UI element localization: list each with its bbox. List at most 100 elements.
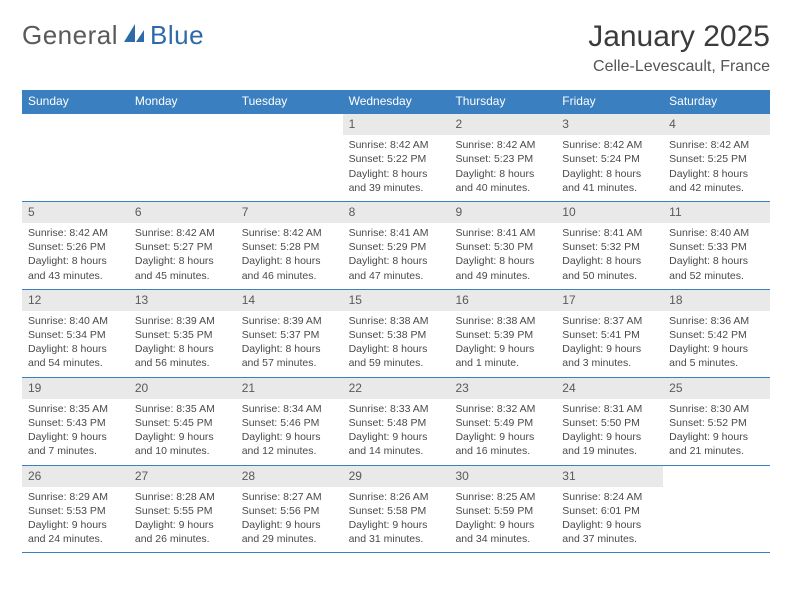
sunrise-label: Sunrise: 8:41 AM xyxy=(349,226,444,240)
day-number: 10 xyxy=(556,202,663,223)
calendar-weeks: 1Sunrise: 8:42 AMSunset: 5:22 PMDaylight… xyxy=(22,113,770,553)
sunrise-label: Sunrise: 8:37 AM xyxy=(562,314,657,328)
daylight-label: Daylight: 8 hours xyxy=(349,254,444,268)
sunrise-label: Sunrise: 8:39 AM xyxy=(242,314,337,328)
daylight-label: Daylight: 9 hours xyxy=(242,430,337,444)
logo-text-right: Blue xyxy=(150,20,204,51)
sunset-label: Sunset: 5:55 PM xyxy=(135,504,230,518)
day-body: Sunrise: 8:42 AMSunset: 5:23 PMDaylight:… xyxy=(449,138,556,195)
day-cell: 29Sunrise: 8:26 AMSunset: 5:58 PMDayligh… xyxy=(343,466,450,553)
daylight-label: and 59 minutes. xyxy=(349,356,444,370)
day-number: 3 xyxy=(556,114,663,135)
sunset-label: Sunset: 5:43 PM xyxy=(28,416,123,430)
day-number: 23 xyxy=(449,378,556,399)
sunset-label: Sunset: 5:56 PM xyxy=(242,504,337,518)
day-number: 14 xyxy=(236,290,343,311)
day-number: 31 xyxy=(556,466,663,487)
daylight-label: and 3 minutes. xyxy=(562,356,657,370)
day-number: 7 xyxy=(236,202,343,223)
daylight-label: and 14 minutes. xyxy=(349,444,444,458)
daylight-label: and 49 minutes. xyxy=(455,269,550,283)
day-number: 29 xyxy=(343,466,450,487)
daylight-label: and 24 minutes. xyxy=(28,532,123,546)
day-cell: 22Sunrise: 8:33 AMSunset: 5:48 PMDayligh… xyxy=(343,378,450,465)
day-cell: 28Sunrise: 8:27 AMSunset: 5:56 PMDayligh… xyxy=(236,466,343,553)
sunrise-label: Sunrise: 8:42 AM xyxy=(455,138,550,152)
day-body: Sunrise: 8:29 AMSunset: 5:53 PMDaylight:… xyxy=(22,490,129,547)
sunrise-label: Sunrise: 8:39 AM xyxy=(135,314,230,328)
day-body: Sunrise: 8:25 AMSunset: 5:59 PMDaylight:… xyxy=(449,490,556,547)
day-number: 11 xyxy=(663,202,770,223)
day-number: 30 xyxy=(449,466,556,487)
daylight-label: and 26 minutes. xyxy=(135,532,230,546)
daylight-label: Daylight: 8 hours xyxy=(349,342,444,356)
day-body: Sunrise: 8:42 AMSunset: 5:25 PMDaylight:… xyxy=(663,138,770,195)
sunset-label: Sunset: 5:46 PM xyxy=(242,416,337,430)
day-number: 24 xyxy=(556,378,663,399)
daylight-label: Daylight: 8 hours xyxy=(455,167,550,181)
sunset-label: Sunset: 5:37 PM xyxy=(242,328,337,342)
sunrise-label: Sunrise: 8:38 AM xyxy=(349,314,444,328)
calendar-week: 12Sunrise: 8:40 AMSunset: 5:34 PMDayligh… xyxy=(22,290,770,378)
sunrise-label: Sunrise: 8:26 AM xyxy=(349,490,444,504)
sunrise-label: Sunrise: 8:24 AM xyxy=(562,490,657,504)
daylight-label: and 41 minutes. xyxy=(562,181,657,195)
daylight-label: and 45 minutes. xyxy=(135,269,230,283)
sunrise-label: Sunrise: 8:42 AM xyxy=(135,226,230,240)
daylight-label: and 16 minutes. xyxy=(455,444,550,458)
sunrise-label: Sunrise: 8:41 AM xyxy=(455,226,550,240)
day-number: 17 xyxy=(556,290,663,311)
day-cell: 30 Sunrise: 8:25 AMSunset: 5:59 PMDayligh… xyxy=(449,466,556,553)
daylight-label: and 34 minutes. xyxy=(455,532,550,546)
location-label: Celle-Levescault, France xyxy=(588,58,770,76)
daylight-label: and 7 minutes. xyxy=(28,444,123,458)
calendar-week: 5Sunrise: 8:42 AMSunset: 5:26 PMDaylight… xyxy=(22,202,770,290)
day-cell: 5Sunrise: 8:42 AMSunset: 5:26 PMDaylight… xyxy=(22,202,129,289)
day-number: 27 xyxy=(129,466,236,487)
day-cell: 27Sunrise: 8:28 AMSunset: 5:55 PMDayligh… xyxy=(129,466,236,553)
day-cell: 2 Sunrise: 8:42 AMSunset: 5:23 PMDaylight… xyxy=(449,114,556,201)
day-number: 2 xyxy=(449,114,556,135)
day-cell: 9Sunrise: 8:41 AMSunset: 5:30 PMDaylight… xyxy=(449,202,556,289)
daylight-label: Daylight: 9 hours xyxy=(455,430,550,444)
daylight-label: Daylight: 8 hours xyxy=(135,254,230,268)
day-number: 15 xyxy=(343,290,450,311)
sunset-label: Sunset: 5:25 PM xyxy=(669,152,764,166)
sunset-label: Sunset: 5:33 PM xyxy=(669,240,764,254)
daylight-label: Daylight: 9 hours xyxy=(28,430,123,444)
daylight-label: and 43 minutes. xyxy=(28,269,123,283)
day-body: Sunrise: 8:40 AMSunset: 5:33 PMDaylight:… xyxy=(663,226,770,283)
sunrise-label: Sunrise: 8:34 AM xyxy=(242,402,337,416)
header-bar: General Blue January 2025 Celle-Levescau… xyxy=(22,20,770,76)
day-body: Sunrise: 8:31 AMSunset: 5:50 PMDaylight:… xyxy=(556,402,663,459)
day-cell: 4Sunrise: 8:42 AMSunset: 5:25 PMDaylight… xyxy=(663,114,770,201)
day-cell: 15Sunrise: 8:38 AMSunset: 5:38 PMDayligh… xyxy=(343,290,450,377)
day-body: Sunrise: 8:38 AMSunset: 5:39 PMDaylight:… xyxy=(449,314,556,371)
sunset-label: Sunset: 6:01 PM xyxy=(562,504,657,518)
sunrise-label: Sunrise: 8:38 AM xyxy=(455,314,550,328)
day-cell xyxy=(663,466,770,553)
day-number: 25 xyxy=(663,378,770,399)
sunset-label: Sunset: 5:53 PM xyxy=(28,504,123,518)
day-cell: 26Sunrise: 8:29 AMSunset: 5:53 PMDayligh… xyxy=(22,466,129,553)
daylight-label: and 37 minutes. xyxy=(562,532,657,546)
day-body: Sunrise: 8:42 AMSunset: 5:26 PMDaylight:… xyxy=(22,226,129,283)
sunset-label: Sunset: 5:59 PM xyxy=(455,504,550,518)
daylight-label: Daylight: 8 hours xyxy=(242,342,337,356)
day-cell: 7Sunrise: 8:42 AMSunset: 5:28 PMDaylight… xyxy=(236,202,343,289)
day-number: 8 xyxy=(343,202,450,223)
daylight-label: Daylight: 9 hours xyxy=(562,518,657,532)
day-cell: 10Sunrise: 8:41 AMSunset: 5:32 PMDayligh… xyxy=(556,202,663,289)
day-cell: 17Sunrise: 8:37 AMSunset: 5:41 PMDayligh… xyxy=(556,290,663,377)
sunrise-label: Sunrise: 8:35 AM xyxy=(135,402,230,416)
calendar-week: 1Sunrise: 8:42 AMSunset: 5:22 PMDaylight… xyxy=(22,113,770,202)
day-body: Sunrise: 8:33 AMSunset: 5:48 PMDaylight:… xyxy=(343,402,450,459)
daylight-label: and 52 minutes. xyxy=(669,269,764,283)
day-body: Sunrise: 8:40 AMSunset: 5:34 PMDaylight:… xyxy=(22,314,129,371)
day-body: Sunrise: 8:42 AMSunset: 5:24 PMDaylight:… xyxy=(556,138,663,195)
sunrise-label: Sunrise: 8:33 AM xyxy=(349,402,444,416)
daylight-label: Daylight: 9 hours xyxy=(669,430,764,444)
day-number: 16 xyxy=(449,290,556,311)
sunset-label: Sunset: 5:32 PM xyxy=(562,240,657,254)
daylight-label: and 57 minutes. xyxy=(242,356,337,370)
